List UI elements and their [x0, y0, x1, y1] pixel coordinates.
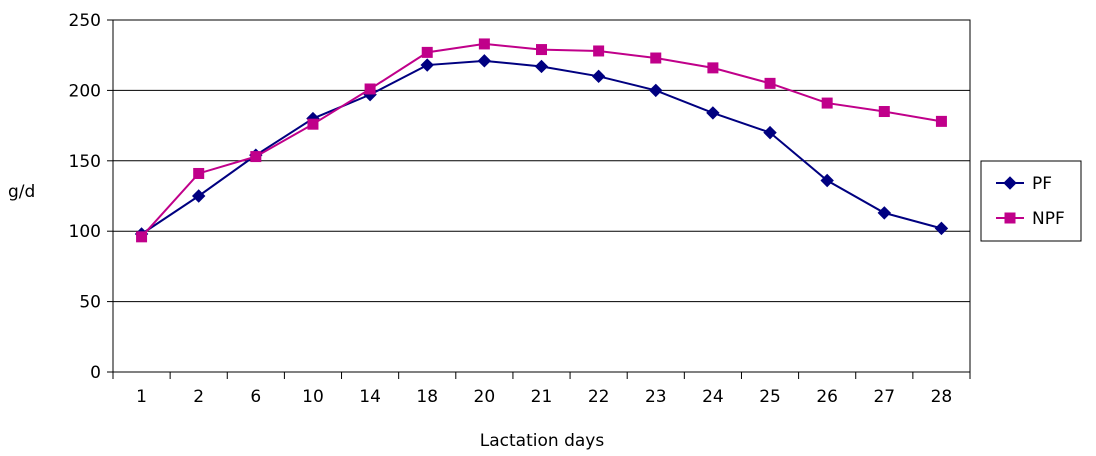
x-axis-label: Lactation days — [480, 431, 605, 451]
y-tick-label: 250 — [69, 11, 101, 31]
data-point-pf — [420, 58, 434, 72]
data-point-npf — [193, 167, 205, 179]
plot-area-frame — [112, 19, 971, 373]
series-npf — [136, 38, 947, 243]
y-tick-label: 100 — [69, 222, 101, 242]
data-point-npf — [593, 45, 605, 57]
x-tick-label: 27 — [873, 387, 895, 407]
data-point-npf — [707, 62, 719, 74]
x-tick-label: 1 — [136, 387, 147, 407]
data-point-pf — [534, 59, 549, 74]
series — [134, 38, 949, 243]
x-tick-label: 21 — [531, 387, 553, 407]
data-point-pf — [649, 83, 663, 98]
data-point-npf — [536, 44, 547, 56]
data-point-npf — [878, 106, 890, 118]
data-point-npf — [650, 52, 662, 64]
y-tick-label: 50 — [79, 293, 101, 313]
data-point-pf — [591, 69, 606, 84]
data-point-npf — [364, 83, 376, 95]
x-tick-label: 20 — [474, 387, 496, 407]
x-tick-label: 26 — [816, 387, 838, 407]
y-tick-label: 0 — [90, 363, 101, 383]
data-point-pf — [706, 106, 720, 120]
data-point-npf — [478, 38, 490, 50]
data-point-pf — [820, 173, 834, 188]
data-point-pf — [477, 54, 492, 68]
x-tick-label: 2 — [193, 387, 204, 407]
data-point-npf — [821, 97, 833, 109]
y-tick-label: 150 — [69, 152, 101, 172]
x-tick-label: 28 — [931, 387, 953, 407]
legend-marker-npf — [1004, 212, 1016, 224]
data-point-pf — [877, 206, 892, 220]
legend-entries: PF NPF — [996, 174, 1065, 229]
x-tick-label: 18 — [416, 387, 438, 407]
x-tick-label: 24 — [702, 387, 724, 407]
x-tick-label: 14 — [359, 387, 381, 407]
data-point-npf — [250, 151, 262, 163]
data-point-npf — [136, 231, 148, 243]
data-point-pf — [191, 189, 206, 203]
legend: PF NPF — [980, 160, 1082, 242]
legend-marker-pf — [1003, 176, 1017, 190]
data-point-npf — [307, 118, 319, 130]
data-point-npf — [421, 46, 433, 58]
x-tick-label: 25 — [759, 387, 781, 407]
data-point-pf — [934, 221, 949, 236]
legend-box — [980, 160, 1082, 242]
legend-label-npf: NPF — [1032, 209, 1065, 229]
x-tick-label: 23 — [645, 387, 667, 407]
gridlines — [113, 89, 970, 303]
series-pf — [134, 54, 949, 241]
x-tick-label: 22 — [588, 387, 610, 407]
x-tick-label: 6 — [250, 387, 261, 407]
data-point-pf — [763, 125, 777, 140]
x-tick-label: 10 — [302, 387, 324, 407]
legend-label-pf: PF — [1032, 174, 1052, 194]
y-axis-label: g/d — [8, 182, 35, 202]
data-point-npf — [764, 77, 776, 89]
data-point-npf — [935, 115, 947, 127]
series-line-pf — [141, 59, 942, 235]
y-tick-label: 200 — [69, 81, 101, 101]
